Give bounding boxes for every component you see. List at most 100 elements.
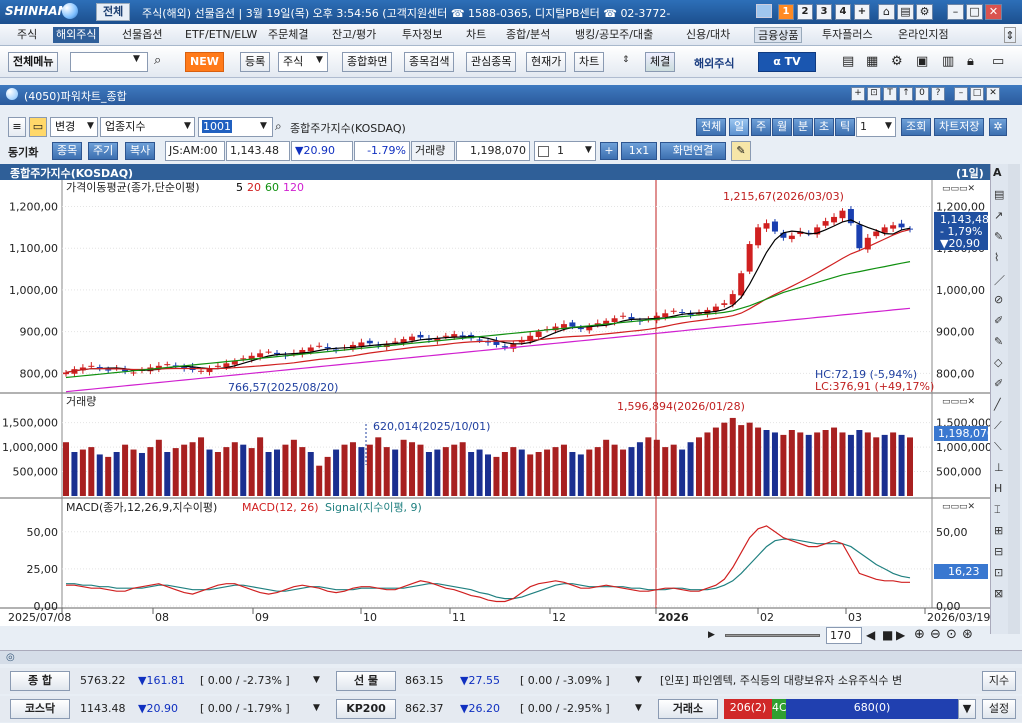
toolbar-button[interactable]: 관심종목	[466, 52, 517, 72]
save-chart-button[interactable]: 차트저장	[934, 118, 985, 136]
register-button[interactable]: 등록	[240, 52, 271, 72]
home-icon[interactable]: ⌂	[878, 4, 895, 20]
toolbar-button[interactable]: 종합화면	[342, 52, 393, 72]
chevron-down-icon[interactable]: ▼	[260, 121, 267, 131]
menu-item[interactable]: 금융상품	[754, 27, 803, 43]
drawing-tool-icon[interactable]: ◇	[994, 356, 1003, 369]
settings-button[interactable]: 설정	[982, 699, 1016, 719]
period-month-button[interactable]: 월	[772, 118, 793, 136]
chevron-down-icon[interactable]: ▼	[635, 703, 642, 713]
news-ticker[interactable]: [인포] 파인엠텍, 주식등의 대량보유자 소유주식수 변	[660, 674, 903, 687]
menu-item[interactable]: 온라인지점	[898, 28, 949, 41]
menu-expand-icon[interactable]: ⇕	[1004, 27, 1016, 43]
close-icon[interactable]: ✕	[985, 4, 1002, 20]
drawing-tool-icon[interactable]: H	[994, 482, 1003, 495]
drawing-tool-icon[interactable]: ⟍	[994, 440, 1002, 453]
chart-area[interactable]: 1,200,001,200,001,100,001,100,001,000,00…	[0, 180, 990, 626]
drawing-tool-icon[interactable]: ✎	[994, 335, 1004, 348]
checkbox-icon[interactable]	[538, 145, 549, 157]
chevron-down-icon[interactable]: ▼	[316, 55, 323, 65]
period-all-button[interactable]: 전체	[696, 118, 727, 136]
drawing-tool-icon[interactable]: ╱	[994, 398, 1001, 411]
new-button[interactable]: NEW	[185, 52, 224, 72]
search-icon[interactable]: ⌕	[275, 119, 282, 133]
menu-item[interactable]: 해외주식	[53, 27, 100, 43]
menu-item[interactable]: 잔고/평가	[332, 28, 377, 41]
code-input[interactable]: 1001	[198, 117, 273, 137]
chevron-down-icon[interactable]: ▼	[313, 703, 320, 713]
screen-4-button[interactable]: 4	[835, 4, 851, 20]
alpha-tv-button[interactable]: α TV	[758, 52, 816, 72]
sync-stock-tab[interactable]: 종목	[52, 142, 83, 160]
add-icon[interactable]: +	[851, 87, 865, 101]
menu-item[interactable]: 선물옵션	[122, 28, 163, 41]
chart-count-select[interactable]: 1	[534, 141, 596, 161]
maximize-icon[interactable]: □	[966, 4, 983, 20]
help-icon[interactable]: ?	[931, 87, 945, 101]
drawing-tool-icon[interactable]: ↗	[994, 209, 1004, 222]
index-settings-button[interactable]: 지수	[982, 671, 1016, 691]
chevron-down-icon[interactable]: ▼	[313, 675, 320, 685]
minimize-icon[interactable]: –	[947, 4, 964, 20]
inquiry-button[interactable]: 조회	[901, 118, 932, 136]
menu-item[interactable]: 뱅킹/공모주/대출	[575, 28, 654, 41]
monitor-icon[interactable]: ▭	[992, 54, 1005, 69]
drawing-tool-icon[interactable]: ⊠	[994, 587, 1004, 600]
chevron-down-icon[interactable]: ⇕	[622, 55, 630, 65]
pane-buttons-icon[interactable]: ▭▭▭✕	[942, 502, 975, 512]
screen-number-input[interactable]	[70, 52, 148, 72]
forward-icon[interactable]: ▶	[896, 628, 906, 642]
settings-icon[interactable]: ⚙	[916, 4, 933, 20]
gear-icon[interactable]: ⚙	[891, 54, 903, 69]
menu-item[interactable]: 투자정보	[402, 28, 443, 41]
drawing-tool-icon[interactable]: ⟋	[994, 419, 1002, 432]
toolbar-button[interactable]: 종목검색	[404, 52, 455, 72]
window-icon[interactable]: ▣	[916, 54, 929, 69]
chevron-down-icon[interactable]: ▼	[958, 699, 976, 719]
screen-1-button[interactable]: 1	[778, 4, 794, 20]
chevron-down-icon[interactable]: ▼	[133, 54, 140, 64]
gear-icon[interactable]: ✲	[989, 118, 1007, 136]
lock-icon[interactable]: 🔒︎	[967, 54, 974, 69]
zoom-fit-icon[interactable]: ⊛	[962, 627, 973, 642]
drawing-tool-icon[interactable]: ⊘	[994, 293, 1004, 306]
period-day-button[interactable]: 일	[729, 118, 750, 136]
toolbar-button[interactable]: 현재가	[526, 52, 567, 72]
vertical-scrollbar[interactable]	[1008, 164, 1020, 634]
menu-item[interactable]: 투자플러스	[822, 28, 873, 41]
drawing-tool-icon[interactable]: ⊟	[994, 545, 1004, 558]
overseas-stock-link[interactable]: 해외주식	[694, 57, 735, 70]
scroll-up-icon[interactable]: A	[993, 166, 1002, 179]
screen-add-button[interactable]: +	[854, 4, 870, 20]
pane-buttons-icon[interactable]: ▭▭▭✕	[942, 184, 975, 194]
chevron-down-icon[interactable]: ▼	[885, 121, 892, 131]
all-menu-tab[interactable]: 전체	[96, 3, 131, 21]
sync-period-tab[interactable]: 주기	[88, 142, 119, 160]
screen-2-button[interactable]: 2	[797, 4, 813, 20]
drawing-tool-icon[interactable]: ✐	[994, 314, 1004, 327]
chevron-down-icon[interactable]: ▼	[87, 121, 94, 131]
menu-item[interactable]: 종합/분석	[506, 28, 551, 41]
change-select[interactable]: 변경	[50, 117, 98, 137]
zero-icon[interactable]: 0	[915, 87, 929, 101]
play-icon[interactable]: ◀	[866, 628, 876, 642]
drawing-tool-icon[interactable]: ⊥	[994, 461, 1004, 474]
period-tick-button[interactable]: 틱	[835, 118, 856, 136]
close-icon[interactable]: ✕	[986, 87, 1000, 101]
zoom-reset-icon[interactable]: ⊙	[946, 627, 957, 642]
monitor-icon[interactable]	[756, 4, 772, 18]
printer-icon[interactable]: ▤	[842, 54, 855, 69]
period-week-button[interactable]: 주	[751, 118, 772, 136]
toolbar-button[interactable]: 차트	[574, 52, 605, 72]
calculator-icon[interactable]: ▦	[866, 54, 879, 69]
zoom-in-icon[interactable]: ⊕	[914, 627, 925, 642]
menu-item[interactable]: ETF/ETN/ELW	[185, 28, 258, 41]
screen-link-button[interactable]: 화면연결	[660, 142, 726, 160]
collapse-icon[interactable]: ◎	[6, 652, 15, 663]
add-chart-button[interactable]: +	[600, 142, 618, 160]
pane-buttons-icon[interactable]: ▭▭▭✕	[942, 397, 975, 407]
scroll-right-icon[interactable]: ▶	[708, 630, 715, 640]
stock-type-select[interactable]: 주식	[278, 52, 328, 72]
all-menu-button[interactable]: 전체메뉴	[8, 52, 59, 72]
minimize-icon[interactable]: –	[954, 87, 968, 101]
